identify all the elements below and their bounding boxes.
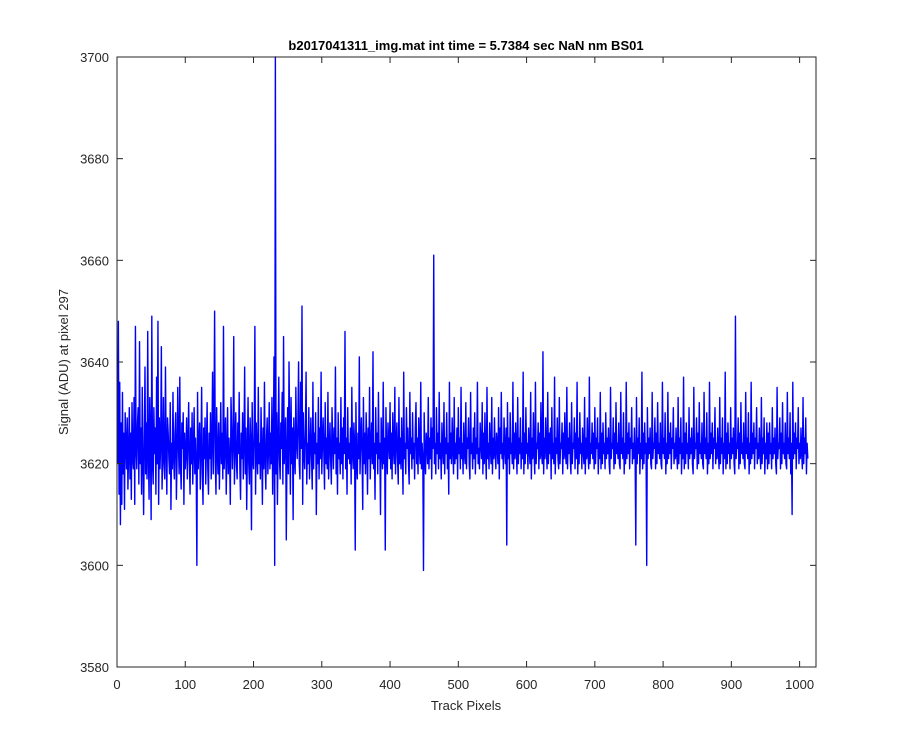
x-tick-label: 600 [516,677,538,692]
x-tick-label: 500 [447,677,469,692]
series-layer [116,56,809,572]
x-tick-label: 200 [243,677,265,692]
x-tick-label: 700 [584,677,606,692]
x-tick-label: 100 [174,677,196,692]
x-tick-label: 900 [721,677,743,692]
y-tick-label: 3660 [80,253,109,268]
x-tick-label: 800 [652,677,674,692]
y-axis-label: Signal (ADU) at pixel 297 [56,289,71,435]
y-tick-label: 3680 [80,152,109,167]
y-tick-label: 3580 [80,660,109,675]
y-tick-label: 3620 [80,457,109,472]
x-tick-label: 300 [311,677,333,692]
y-axis-ticks: 3580 3600 3620 3640 3660 3680 3700 [80,50,816,675]
x-axis-ticks: 0 100 200 300 400 500 600 700 800 900 1000 [113,57,814,692]
chart-title: b2017041311_img.mat int time = 5.7384 se… [288,38,643,53]
x-tick-label: 400 [379,677,401,692]
x-axis-label: Track Pixels [431,698,502,713]
x-tick-label: 1000 [785,677,814,692]
plot-area [117,57,816,667]
x-tick-label: 0 [113,677,120,692]
y-tick-label: 3600 [80,558,109,573]
y-tick-label: 3700 [80,50,109,65]
y-tick-label: 3640 [80,355,109,370]
series-line-0 [116,56,809,572]
